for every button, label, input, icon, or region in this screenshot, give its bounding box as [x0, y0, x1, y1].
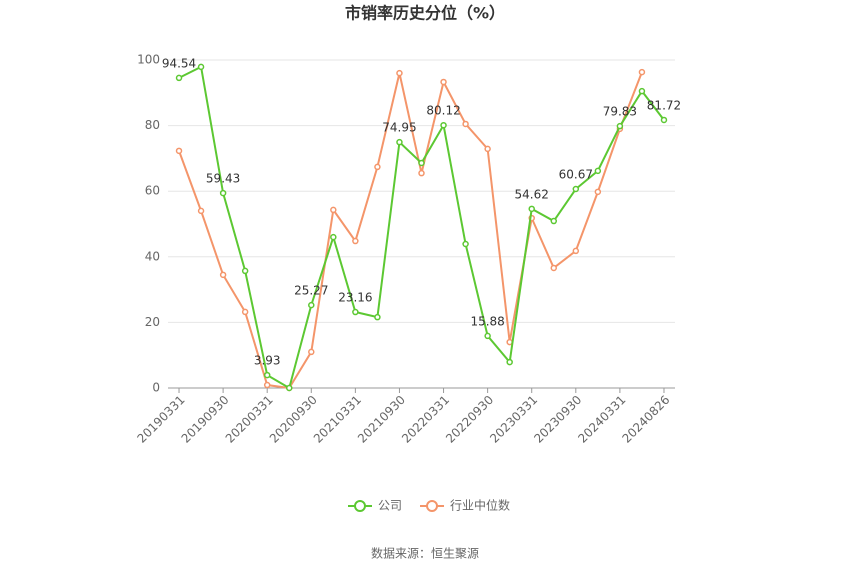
data-point [418, 169, 425, 177]
data-point [197, 63, 205, 71]
chart-title: 市销率历史分位（%） [345, 4, 505, 23]
data-label: 60.67 [559, 168, 593, 182]
data-point [374, 163, 381, 171]
legend-label[interactable]: 行业中位数 [450, 498, 510, 513]
data-point [241, 308, 249, 316]
data-point [506, 358, 513, 366]
data-point [219, 189, 227, 197]
data-point [594, 167, 602, 175]
data-point [396, 138, 403, 146]
data-point [352, 237, 359, 245]
data-label: 59.43 [206, 172, 240, 186]
data-point [352, 308, 359, 316]
y-tick-label: 0 [152, 381, 160, 395]
data-point [175, 147, 183, 155]
data-point [374, 313, 381, 321]
data-point [462, 120, 469, 128]
data-point [440, 78, 447, 86]
data-point [572, 185, 580, 193]
data-label: 94.54 [162, 56, 196, 70]
data-point [572, 247, 580, 255]
series-line [178, 71, 643, 390]
data-point [638, 68, 646, 76]
data-point [285, 384, 293, 392]
data-point [550, 264, 558, 272]
data-label: 15.88 [470, 314, 504, 328]
data-point [550, 217, 558, 225]
data-point [616, 122, 624, 130]
data-point [241, 267, 249, 275]
data-point [263, 381, 271, 389]
data-point [175, 74, 183, 82]
data-point [197, 207, 205, 215]
data-point [308, 348, 315, 356]
data-point [263, 371, 271, 379]
data-point [594, 188, 602, 196]
y-tick-label: 80 [145, 118, 160, 132]
y-tick-label: 60 [145, 184, 160, 198]
y-tick-label: 20 [145, 315, 160, 329]
data-point [330, 233, 337, 241]
data-point [660, 116, 668, 124]
legend-marker[interactable] [354, 500, 366, 512]
data-point [462, 240, 469, 248]
data-label: 25.27 [294, 284, 328, 298]
data-point [440, 121, 447, 129]
data-point [528, 205, 535, 213]
data-point [308, 301, 315, 309]
data-point [330, 206, 337, 214]
data-label: 81.72 [647, 98, 681, 112]
data-label: 74.95 [382, 121, 416, 135]
y-tick-label: 100 [137, 53, 160, 67]
data-label: 54.62 [515, 187, 549, 201]
y-tick-label: 40 [145, 249, 160, 263]
data-point [418, 159, 425, 167]
data-point [484, 332, 491, 340]
data-label: 23.16 [338, 291, 372, 305]
data-label: 80.12 [426, 104, 460, 118]
x-tick-label: 20240826 [619, 393, 672, 446]
source-note: 数据来源：恒生聚源 [371, 546, 479, 561]
series-line [178, 65, 665, 390]
legend-marker[interactable] [426, 500, 439, 512]
data-point [219, 271, 227, 279]
legend-label[interactable]: 公司 [378, 499, 402, 513]
data-point [396, 69, 403, 77]
data-label: 3.93 [254, 354, 281, 368]
data-point [484, 145, 491, 153]
data-label: 79.83 [603, 105, 637, 119]
data-point [638, 87, 646, 95]
